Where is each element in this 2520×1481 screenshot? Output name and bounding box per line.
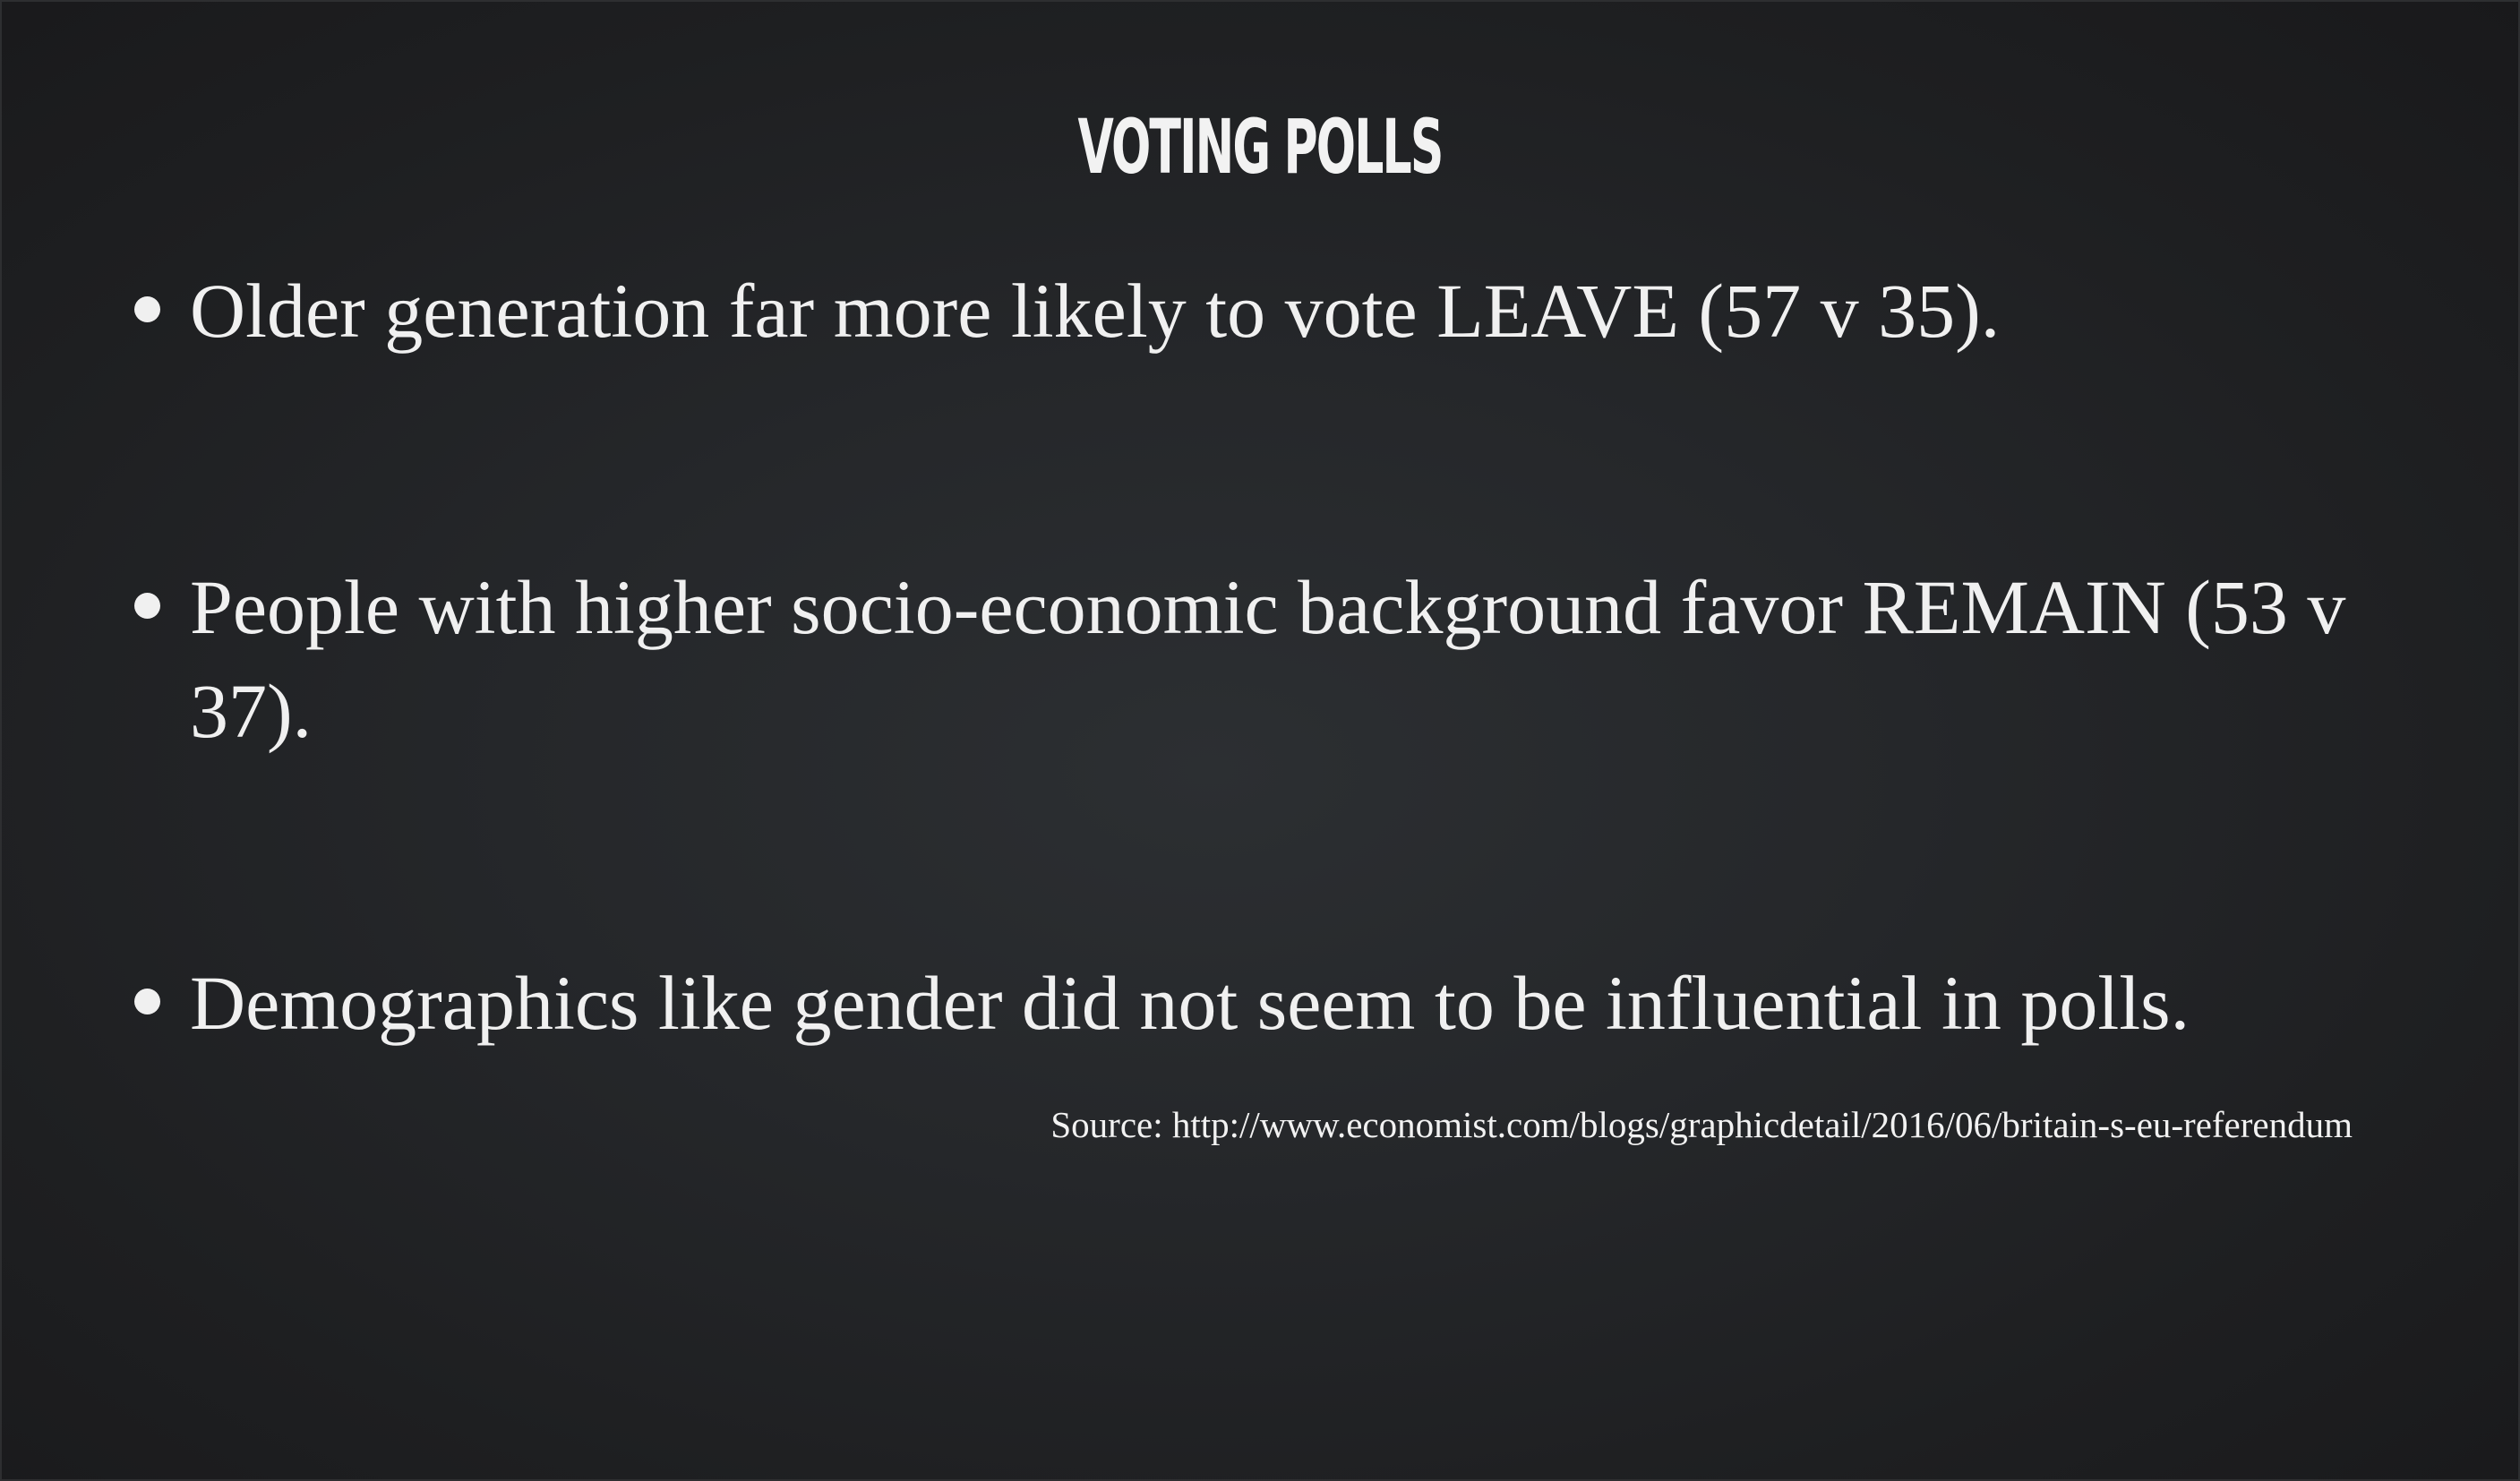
slide-title: VOTING POLLS [1077,103,1444,191]
bullet-item: People with higher socio-economic backgr… [134,555,2402,763]
bullet-point-icon [134,989,160,1014]
bullet-text: Demographics like gender did not seem to… [190,960,2190,1046]
bullet-text: People with higher socio-economic backgr… [190,564,2346,754]
bullet-item: Demographics like gender did not seem to… [134,951,2402,1055]
bullet-item: Older generation far more likely to vote… [134,259,2402,363]
source-citation: Source: http://www.economist.com/blogs/g… [1050,1104,2353,1145]
bullet-point-icon [134,296,160,322]
bullet-text: Older generation far more likely to vote… [190,268,2001,354]
bullet-point-icon [134,593,160,619]
